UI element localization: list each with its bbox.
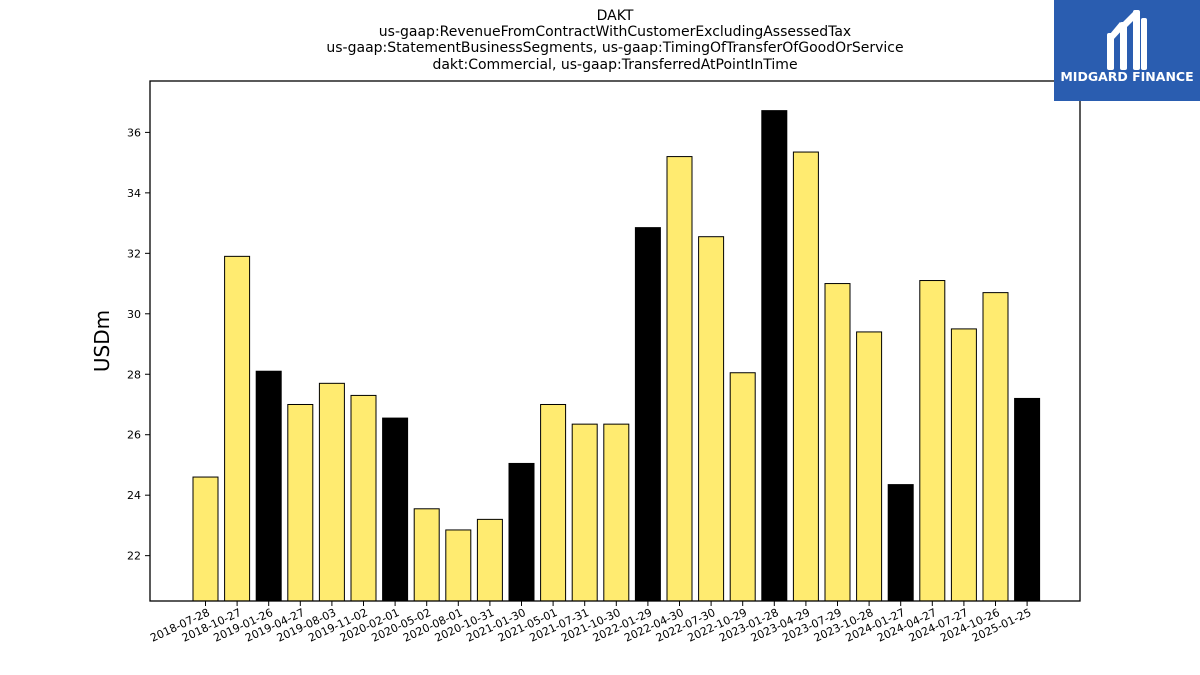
bar-2024-04-27	[919, 280, 946, 602]
bars-group	[192, 110, 1041, 602]
bar-2023-07-29	[824, 283, 851, 602]
bar-2021-05-01	[540, 403, 567, 602]
bar-2023-10-28	[856, 331, 883, 602]
bar-2020-10-31	[476, 518, 503, 602]
bar-2019-11-02	[350, 394, 377, 602]
bar-2020-08-01	[445, 529, 472, 602]
bar-2024-10-26	[982, 292, 1009, 602]
bar-2020-02-01	[382, 417, 409, 602]
y-tick-label: 36	[127, 126, 141, 139]
bar-2019-04-27	[287, 403, 314, 602]
chart-title-line-1: DAKT	[597, 8, 634, 24]
bar-2023-01-28	[761, 110, 788, 602]
bar-2022-10-29	[729, 372, 756, 602]
y-axis-label: USDm	[90, 310, 114, 372]
bar-2022-04-30	[666, 156, 693, 602]
bar-2022-07-30	[698, 236, 725, 602]
midgard-m-icon	[1107, 10, 1147, 70]
bar-2020-05-02	[413, 508, 440, 602]
chart-title-line-3: us-gaap:StatementBusinessSegments, us-ga…	[326, 40, 903, 56]
y-tick-label: 26	[127, 429, 141, 442]
logo-text: MIDGARD FINANCE	[1060, 69, 1193, 84]
bar-2018-10-27	[224, 255, 251, 602]
chart-title-line-2: us-gaap:RevenueFromContractWithCustomerE…	[379, 24, 851, 40]
bar-2024-07-27	[950, 328, 977, 602]
bar-2019-08-03	[318, 382, 345, 602]
y-axis-ticks: 22 24 26 28 30 32 34 36	[127, 126, 150, 563]
bar-2021-01-30	[508, 462, 535, 602]
chart-title-line-4: dakt:Commercial, us-gaap:TransferredAtPo…	[432, 57, 797, 73]
plot-area-frame	[149, 80, 1081, 602]
bar-2023-04-29	[792, 151, 819, 602]
y-tick-label: 28	[127, 368, 141, 381]
bar-2018-07-28	[192, 476, 219, 602]
y-tick-label: 22	[127, 550, 141, 563]
y-tick-label: 24	[127, 489, 141, 502]
chart-title: DAKT us-gaap:RevenueFromContractWithCust…	[326, 8, 903, 73]
y-tick-label: 32	[127, 247, 141, 260]
midgard-finance-logo: MIDGARD FINANCE	[1054, 0, 1200, 101]
bar-2021-10-30	[603, 423, 630, 602]
x-axis-ticks: 2018-07-282018-10-272019-01-262019-04-27…	[148, 601, 1033, 645]
y-tick-label: 30	[127, 308, 141, 321]
bar-2019-01-26	[255, 370, 282, 602]
bar-2024-01-27	[887, 484, 914, 602]
y-tick-label: 34	[127, 187, 141, 200]
bar-2022-01-29	[634, 227, 661, 602]
bar-2021-07-31	[571, 423, 598, 602]
bar-2025-01-25	[1014, 397, 1041, 602]
